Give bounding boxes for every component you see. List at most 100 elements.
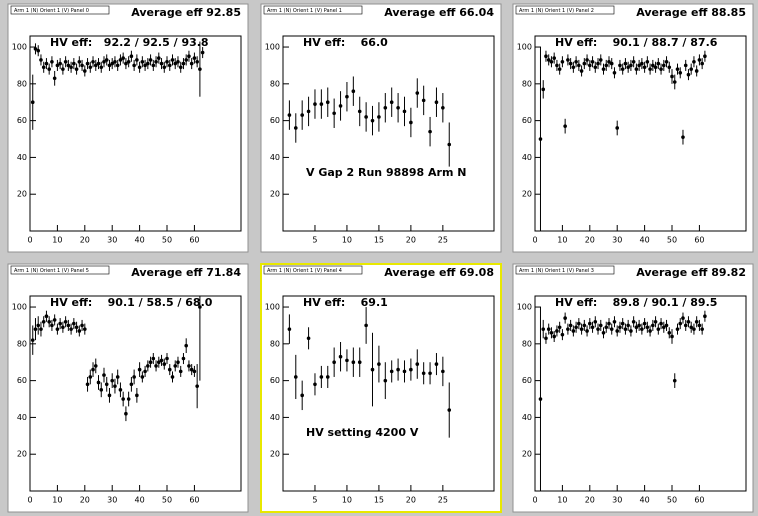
x-tick-label: 5 bbox=[312, 236, 317, 245]
data-point bbox=[146, 61, 150, 66]
panel-background bbox=[512, 3, 754, 253]
plot-area bbox=[287, 307, 452, 438]
data-point bbox=[162, 65, 167, 70]
data-point bbox=[546, 58, 551, 62]
x-tick-label: 25 bbox=[438, 236, 448, 245]
data-point bbox=[195, 59, 199, 64]
data-point bbox=[44, 61, 49, 66]
data-point bbox=[549, 330, 554, 335]
y-tick-label: 20 bbox=[270, 190, 280, 199]
data-point bbox=[645, 325, 650, 330]
data-point bbox=[61, 325, 65, 330]
data-point bbox=[560, 59, 565, 64]
data-point bbox=[656, 61, 661, 66]
data-point bbox=[41, 65, 46, 70]
panel-label-box bbox=[10, 5, 110, 15]
data-point bbox=[192, 56, 197, 60]
panel-background bbox=[260, 263, 502, 513]
data-point bbox=[571, 65, 576, 70]
panel: Arm 1 (N) Orient 1 (V) Panel 0 Average ef… bbox=[7, 3, 249, 253]
data-point bbox=[609, 327, 614, 331]
data-point bbox=[85, 61, 90, 66]
data-point bbox=[77, 59, 82, 64]
data-point bbox=[389, 100, 394, 105]
data-point bbox=[631, 59, 636, 64]
data-point bbox=[178, 65, 183, 70]
data-point bbox=[319, 102, 324, 106]
x-tick-label: 0 bbox=[532, 496, 537, 505]
data-point bbox=[91, 367, 95, 372]
data-point bbox=[541, 327, 546, 331]
data-point bbox=[678, 70, 683, 75]
y-tick-label: 20 bbox=[17, 190, 27, 199]
y-tick-label: 80 bbox=[522, 79, 532, 88]
plot-frame bbox=[282, 295, 495, 492]
data-point bbox=[151, 63, 156, 68]
x-tick-label: 10 bbox=[342, 236, 352, 245]
x-tick-label: 10 bbox=[557, 496, 567, 505]
data-point bbox=[612, 319, 617, 324]
data-point bbox=[640, 61, 644, 66]
data-point bbox=[189, 367, 194, 372]
data-point bbox=[601, 67, 606, 71]
panel: Arm 1 (N) Orient 1 (V) Panel 4 Average ef… bbox=[260, 263, 502, 513]
data-point bbox=[187, 54, 191, 59]
data-point bbox=[692, 59, 696, 64]
data-point bbox=[47, 67, 51, 71]
data-point bbox=[697, 323, 702, 328]
data-point bbox=[30, 338, 35, 342]
data-point bbox=[195, 384, 199, 388]
data-point bbox=[370, 367, 375, 372]
data-point bbox=[609, 61, 614, 66]
data-point bbox=[604, 63, 609, 68]
data-point bbox=[588, 63, 592, 68]
y-tick-label: 20 bbox=[270, 450, 280, 459]
x-tick-label: 25 bbox=[438, 496, 448, 505]
data-point bbox=[126, 59, 131, 64]
data-point bbox=[189, 61, 194, 66]
data-point bbox=[389, 369, 394, 374]
x-tick-label: 50 bbox=[162, 496, 172, 505]
hv-eff-text: HV eff: 89.8 / 90.1 / 89.5 bbox=[555, 296, 717, 309]
data-point bbox=[637, 63, 641, 68]
data-point bbox=[582, 61, 587, 66]
data-point bbox=[143, 63, 147, 68]
data-point bbox=[69, 327, 73, 331]
data-point bbox=[313, 382, 317, 387]
panel-background bbox=[7, 263, 249, 513]
data-point bbox=[441, 105, 445, 110]
data-point bbox=[659, 321, 663, 326]
data-point bbox=[33, 47, 38, 51]
data-point bbox=[113, 59, 117, 64]
x-tick-label: 10 bbox=[557, 236, 567, 245]
data-point bbox=[41, 319, 46, 324]
data-point bbox=[83, 327, 87, 331]
y-tick-label: 40 bbox=[522, 153, 532, 162]
data-point bbox=[563, 316, 567, 320]
data-point bbox=[402, 109, 407, 114]
data-point bbox=[126, 397, 131, 401]
data-point bbox=[102, 373, 106, 377]
data-point bbox=[656, 327, 661, 331]
data-point bbox=[115, 375, 120, 379]
data-point bbox=[629, 329, 633, 333]
x-tick-label: 60 bbox=[189, 496, 199, 505]
data-point bbox=[604, 325, 609, 330]
data-point bbox=[585, 329, 589, 333]
data-point bbox=[549, 59, 554, 64]
data-point bbox=[184, 58, 188, 62]
data-point bbox=[300, 393, 304, 398]
panel-title: Average eff 88.85 bbox=[636, 6, 746, 19]
data-point bbox=[653, 319, 658, 324]
x-tick-label: 5 bbox=[312, 496, 317, 505]
y-tick-label: 80 bbox=[270, 79, 280, 88]
data-point bbox=[560, 332, 565, 337]
data-point bbox=[72, 61, 76, 66]
plot-frame bbox=[29, 35, 242, 232]
data-point bbox=[377, 115, 381, 119]
data-point bbox=[694, 69, 699, 73]
data-point bbox=[107, 393, 112, 398]
data-point bbox=[104, 382, 109, 387]
panel: Arm 1 (N) Orient 1 (V) Panel 3 Average ef… bbox=[512, 263, 754, 513]
data-point bbox=[402, 369, 407, 374]
